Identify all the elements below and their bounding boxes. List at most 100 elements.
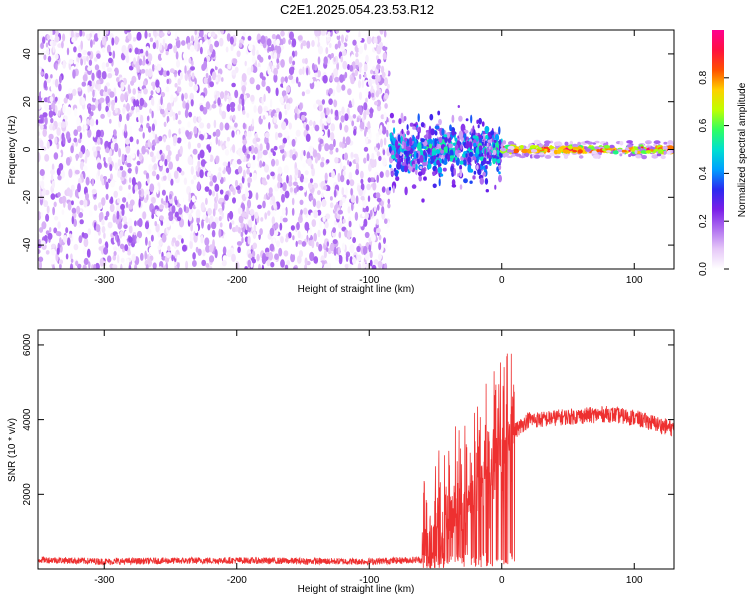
heatmap-cell	[286, 174, 289, 184]
heatmap-cell	[384, 218, 388, 224]
heatmap-cell	[412, 163, 416, 169]
heatmap-cell	[159, 266, 162, 269]
heatmap-cell	[53, 227, 58, 234]
heatmap-cell	[175, 153, 180, 162]
heatmap-cell	[454, 144, 459, 151]
heatmap-cell	[91, 178, 95, 187]
heatmap-cell	[126, 258, 130, 267]
heatmap-cell	[43, 80, 47, 89]
heatmap-cell	[209, 81, 215, 88]
heatmap-cell	[188, 111, 193, 118]
heatmap-cell	[330, 132, 335, 141]
heatmap-cell	[83, 57, 87, 66]
heatmap-cell	[387, 203, 391, 209]
heatmap-cell	[485, 189, 489, 193]
heatmap-cell	[257, 204, 262, 209]
spectrogram-xtick-label: -100	[359, 275, 379, 286]
heatmap-cell	[436, 159, 440, 166]
heatmap-cell	[375, 192, 381, 199]
heatmap-cell	[351, 98, 355, 108]
heatmap-cell	[277, 166, 283, 175]
heatmap-cell	[484, 140, 487, 147]
heatmap-cell	[492, 158, 497, 163]
heatmap-cell	[187, 121, 191, 128]
heatmap-cell	[165, 144, 171, 152]
heatmap-cell	[322, 228, 327, 236]
heatmap-cell	[371, 79, 376, 84]
heatmap-cell	[355, 169, 359, 176]
heatmap-cell	[39, 124, 44, 130]
heatmap-cell	[215, 90, 220, 97]
heatmap-cell	[175, 240, 180, 247]
heatmap-cell	[188, 57, 192, 64]
heatmap-cell	[177, 119, 182, 125]
heatmap-cell	[390, 168, 393, 172]
heatmap-cell	[405, 146, 411, 152]
heatmap-cell	[110, 196, 114, 204]
heatmap-cell	[97, 137, 101, 145]
heatmap-cell	[151, 123, 155, 132]
heatmap-cell	[109, 164, 113, 172]
heatmap-cell	[364, 231, 370, 239]
heatmap-cell	[320, 161, 325, 168]
heatmap-cell	[218, 167, 222, 172]
heatmap-cell	[90, 39, 93, 48]
snr-ytick-label: 4000	[22, 408, 33, 431]
heatmap-cell	[301, 58, 306, 64]
heatmap-cell	[429, 113, 434, 121]
heatmap-cell	[282, 137, 287, 144]
heatmap-cell	[222, 145, 225, 151]
heatmap-cell	[341, 242, 346, 251]
heatmap-cell	[449, 155, 455, 159]
heatmap-cell	[57, 43, 62, 48]
heatmap-cell	[101, 197, 106, 206]
heatmap-cell	[200, 234, 204, 244]
heatmap-cell	[247, 235, 251, 245]
heatmap-cell	[205, 72, 209, 79]
heatmap-cell	[71, 207, 77, 214]
heatmap-cell	[291, 38, 297, 48]
heatmap-cell	[54, 105, 58, 115]
heatmap-cell	[400, 112, 404, 121]
heatmap-cell	[132, 37, 137, 42]
heatmap-cell	[342, 136, 346, 144]
heatmap-cell	[200, 202, 205, 211]
heatmap-cell	[68, 58, 74, 65]
heatmap-cell	[104, 85, 108, 93]
heatmap-cell	[70, 253, 73, 260]
heatmap-cell	[132, 203, 137, 213]
heatmap-cell	[290, 253, 296, 263]
heatmap-cell	[153, 30, 157, 37]
heatmap-cell	[269, 98, 273, 108]
heatmap-cell	[155, 57, 158, 67]
heatmap-cell	[309, 195, 314, 201]
heatmap-cell	[280, 259, 285, 268]
heatmap-cell	[76, 125, 82, 132]
heatmap-cell	[258, 263, 261, 269]
heatmap-cell	[174, 113, 178, 120]
heatmap-cell	[282, 217, 288, 223]
heatmap-cell	[339, 256, 343, 262]
heatmap-cell	[653, 148, 659, 152]
heatmap-cell	[42, 112, 48, 118]
heatmap-cell	[249, 208, 255, 216]
heatmap-cell	[283, 95, 289, 100]
heatmap-cell	[310, 212, 314, 218]
heatmap-cell	[278, 145, 284, 150]
heatmap-cell	[80, 40, 83, 50]
heatmap-cell	[65, 227, 69, 234]
heatmap-cell	[460, 144, 463, 150]
heatmap-cell	[193, 175, 197, 180]
heatmap-cell	[199, 46, 203, 55]
heatmap-cell	[477, 168, 482, 176]
heatmap-cell	[273, 116, 277, 124]
heatmap-cell	[103, 90, 108, 97]
heatmap-cell	[198, 134, 204, 140]
heatmap-cell	[335, 96, 339, 101]
heatmap-cell	[237, 165, 243, 174]
heatmap-cell	[38, 211, 42, 221]
heatmap-cell	[41, 221, 47, 230]
heatmap-cell	[176, 216, 182, 222]
heatmap-cell	[252, 242, 258, 250]
heatmap-cell	[86, 33, 90, 40]
